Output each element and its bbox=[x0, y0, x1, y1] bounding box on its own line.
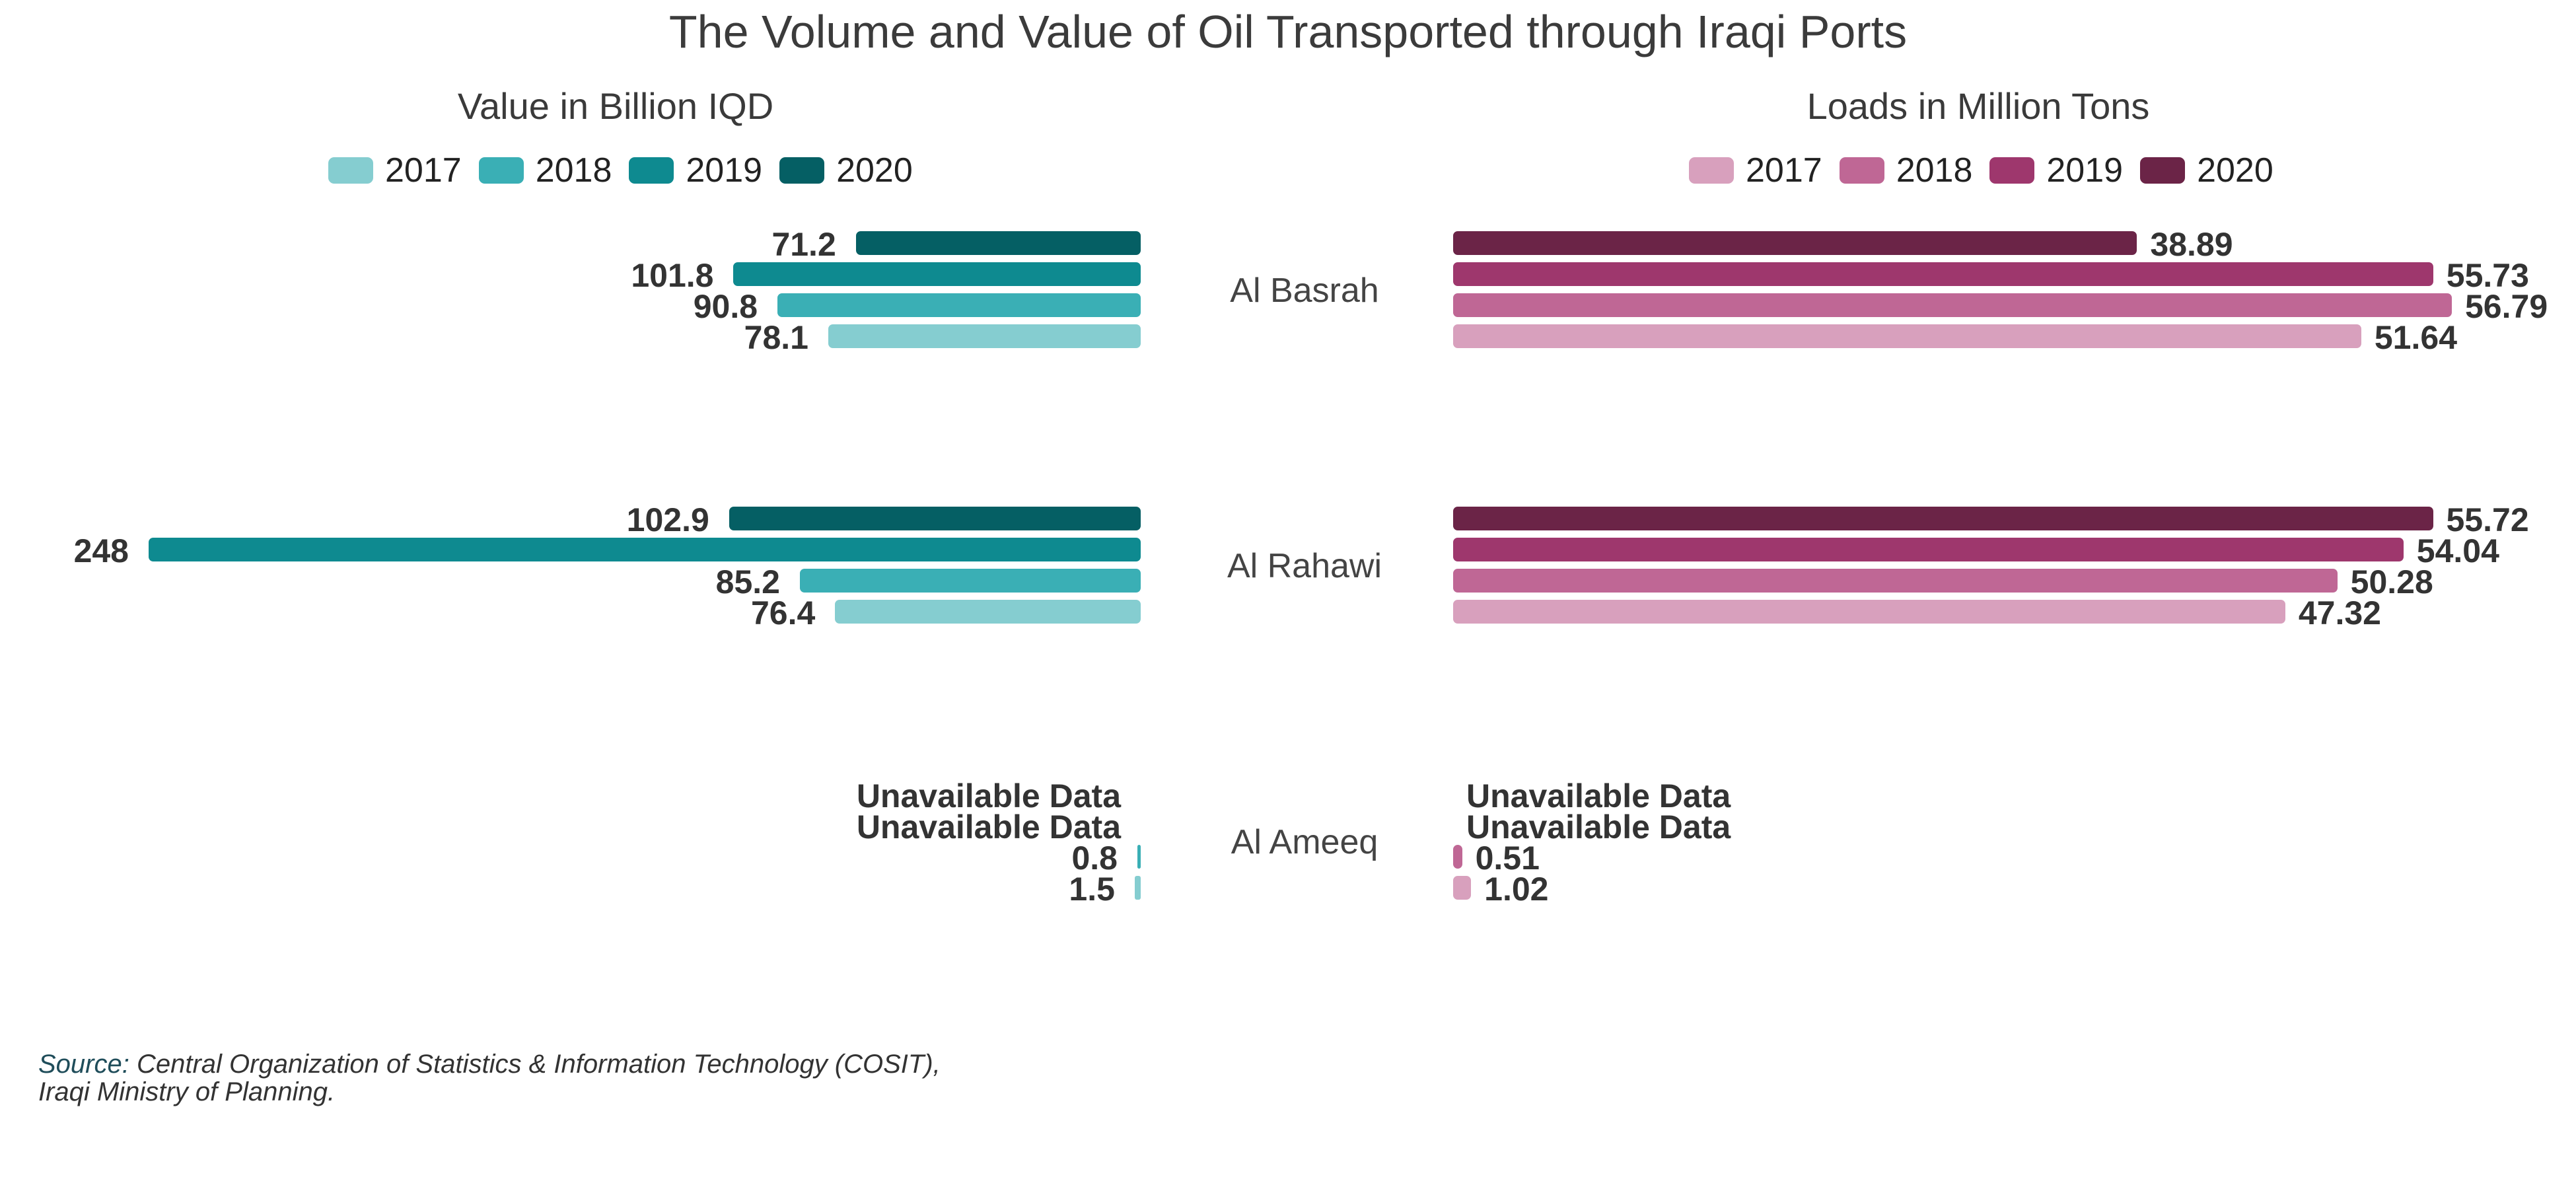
data-label: 78.1 bbox=[744, 319, 808, 356]
bar-value-2020 bbox=[729, 507, 1141, 530]
legend-label: 2017 bbox=[385, 151, 462, 190]
bar-loads-2017 bbox=[1453, 600, 2285, 624]
data-label: 1.5 bbox=[1069, 871, 1115, 908]
bar-value-2017 bbox=[828, 324, 1141, 348]
data-label: 248 bbox=[73, 532, 129, 569]
legend-label: 2017 bbox=[1746, 151, 1822, 190]
legend-item-2017: 2017 bbox=[1689, 151, 1822, 190]
data-label: 71.2 bbox=[771, 226, 836, 263]
legend-swatch bbox=[629, 157, 674, 184]
data-label: 0.8 bbox=[1071, 840, 1118, 877]
bar-loads-2020 bbox=[1453, 231, 2137, 255]
legend-swatch bbox=[478, 157, 524, 184]
legend-item-2019: 2019 bbox=[1989, 151, 2123, 190]
bar-value-2019 bbox=[733, 262, 1141, 286]
data-label: 76.4 bbox=[750, 594, 816, 631]
legend-swatch bbox=[1989, 157, 2035, 184]
data-label: 55.72 bbox=[2446, 501, 2529, 538]
data-label: 51.64 bbox=[2374, 319, 2457, 356]
data-label: 38.89 bbox=[2150, 226, 2233, 263]
legend-label: 2019 bbox=[686, 151, 763, 190]
data-label: 54.04 bbox=[2416, 532, 2499, 569]
category-label: Al Ameeq bbox=[1231, 823, 1378, 861]
data-label: 90.8 bbox=[693, 288, 758, 325]
legend-item-2019: 2019 bbox=[629, 151, 762, 190]
data-label: 56.79 bbox=[2465, 288, 2548, 325]
bar-loads-2018 bbox=[1453, 845, 1462, 869]
legend-item-2018: 2018 bbox=[1839, 151, 1973, 190]
legend-item-2017: 2017 bbox=[328, 151, 462, 190]
bar-loads-2017 bbox=[1453, 324, 2361, 348]
loads-legend: 2017 2018 2019 2020 bbox=[1689, 151, 2291, 190]
bar-loads-2019 bbox=[1453, 262, 2433, 286]
data-label: 102.9 bbox=[626, 501, 709, 538]
legend-item-2020: 2020 bbox=[2140, 151, 2273, 190]
value-panel-title: Value in Billion IQD bbox=[457, 85, 774, 127]
legend-item-2018: 2018 bbox=[478, 151, 612, 190]
bar-value-2017 bbox=[1134, 876, 1141, 900]
data-label: 85.2 bbox=[715, 563, 780, 600]
bar-value-2019 bbox=[149, 538, 1141, 561]
bar-loads-2019 bbox=[1453, 538, 2404, 561]
data-label: 0.51 bbox=[1475, 840, 1540, 877]
bar-value-2018 bbox=[777, 293, 1141, 317]
data-label: 101.8 bbox=[631, 257, 714, 294]
legend-label: 2018 bbox=[1896, 151, 1973, 190]
data-label: 47.32 bbox=[2298, 594, 2381, 631]
value-legend: 2017 2018 2019 2020 bbox=[328, 151, 930, 190]
bar-value-2018 bbox=[1137, 845, 1141, 869]
legend-label: 2019 bbox=[2046, 151, 2124, 190]
bar-loads-2020 bbox=[1453, 507, 2433, 530]
data-label: Unavailable Data bbox=[1466, 777, 1731, 814]
bar-value-2018 bbox=[799, 569, 1141, 593]
data-label: Unavailable Data bbox=[1466, 809, 1731, 846]
legend-label: 2020 bbox=[836, 151, 913, 190]
data-label: Unavailable Data bbox=[856, 809, 1121, 846]
source-label: Source: bbox=[38, 1050, 129, 1079]
bar-loads-2018 bbox=[1453, 293, 2452, 317]
legend-swatch bbox=[2140, 157, 2186, 184]
source-note: Source: Central Organization of Statisti… bbox=[38, 1050, 941, 1106]
category-label: Al Rahawi bbox=[1227, 547, 1382, 585]
legend-swatch bbox=[1689, 157, 1734, 184]
bar-loads-2017 bbox=[1453, 876, 1472, 900]
chart-title: The Volume and Value of Oil Transported … bbox=[668, 6, 1908, 57]
loads-panel-title: Loads in Million Tons bbox=[1807, 85, 2150, 127]
legend-item-2020: 2020 bbox=[779, 151, 913, 190]
data-label: 1.02 bbox=[1484, 871, 1549, 908]
bar-value-2017 bbox=[835, 600, 1141, 624]
legend-label: 2018 bbox=[535, 151, 612, 190]
legend-swatch bbox=[328, 157, 373, 184]
data-label: Unavailable Data bbox=[856, 777, 1121, 814]
data-label: 55.73 bbox=[2446, 257, 2529, 294]
bar-loads-2018 bbox=[1453, 569, 2338, 593]
data-label: 50.28 bbox=[2350, 563, 2433, 600]
bar-value-2020 bbox=[855, 231, 1141, 255]
legend-label: 2020 bbox=[2197, 151, 2273, 190]
category-label: Al Basrah bbox=[1230, 271, 1379, 310]
legend-swatch bbox=[1839, 157, 1884, 184]
legend-swatch bbox=[779, 157, 825, 184]
source-line-1: Central Organization of Statistics & Inf… bbox=[129, 1050, 941, 1079]
source-line-2: Iraqi Ministry of Planning. bbox=[38, 1077, 336, 1106]
